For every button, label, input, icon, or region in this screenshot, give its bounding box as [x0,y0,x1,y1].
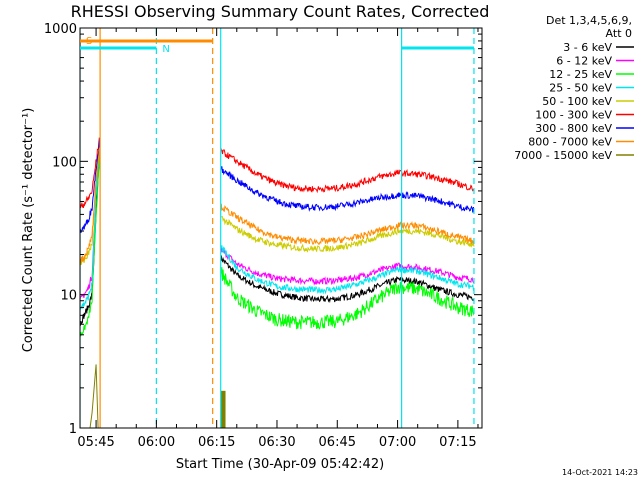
y-axis: 1 10 100 1000 [44,22,482,437]
legend-label-6-12-kev: 6 - 12 keV [556,55,612,68]
legend-label-3-6-kev: 3 - 6 keV [563,41,612,54]
flag-s-label: S [86,36,92,47]
series-7000-15000-kev-early [89,364,99,428]
series-12-25-kev-early [80,156,101,337]
legend-label-800-7000-kev: 800 - 7000 keV [528,136,612,149]
series-50-100-kev [220,216,475,253]
plot-area [80,28,475,428]
series-300-800-kev [220,166,475,213]
x-tick-label: 06:30 [258,435,295,450]
legend-header-line-1: Det 1,3,4,5,6,9, [546,14,632,27]
legend-header-line-2: Att 0 [606,27,632,40]
series-6-12-kev [220,247,475,286]
y-tick-label: 100 [52,155,77,170]
x-axis-label: Start Time (30-Apr-09 05:42:42) [176,457,384,472]
footer-date: 14-Oct-2021 14:23 [562,468,638,477]
series-25-50-kev-early [80,141,101,311]
y-tick-label: 1000 [44,22,77,37]
legend-label-7000-15000-kev: 7000 - 15000 keV [514,149,612,162]
x-tick-label: 06:45 [319,435,356,450]
x-tick-label: 06:15 [198,435,235,450]
legend-label-100-300-kev: 100 - 300 keV [535,109,612,122]
series-3-6-kev [220,255,475,304]
legend-label-12-25-kev: 12 - 25 keV [549,68,612,81]
series-7000-15000-kev-bars [220,390,226,428]
x-tick-label: 07:00 [379,435,416,450]
legend-label-50-100-kev: 50 - 100 keV [542,95,612,108]
legend-label-300-800-kev: 300 - 800 keV [535,122,612,135]
chart-title: RHESSI Observing Summary Count Rates, Co… [71,2,490,21]
series-100-300-kev-early [80,137,101,209]
series-100-300-kev [220,147,475,194]
x-tick-label: 06:00 [138,435,175,450]
flag-n-label: N [162,44,169,55]
x-tick-label: 05:45 [77,435,114,450]
x-tick-label: 07:15 [439,435,476,450]
series-25-50-kev [220,244,475,295]
y-tick-label: 10 [60,289,77,304]
y-tick-label: 1 [69,422,77,437]
y-axis-label: Corrected Count Rate (s⁻¹ detector⁻¹) [21,108,36,353]
plot-frame [79,27,483,429]
series-12-25-kev [220,267,475,330]
series-800-7000-kev [220,203,475,246]
legend-label-25-50-kev: 25 - 50 keV [549,82,612,95]
series-300-800-kev-early [80,138,101,233]
series-800-7000-kev-early [80,147,101,264]
x-axis: 05:45 06:00 06:15 06:30 06:45 07:00 07:15 [77,28,479,450]
